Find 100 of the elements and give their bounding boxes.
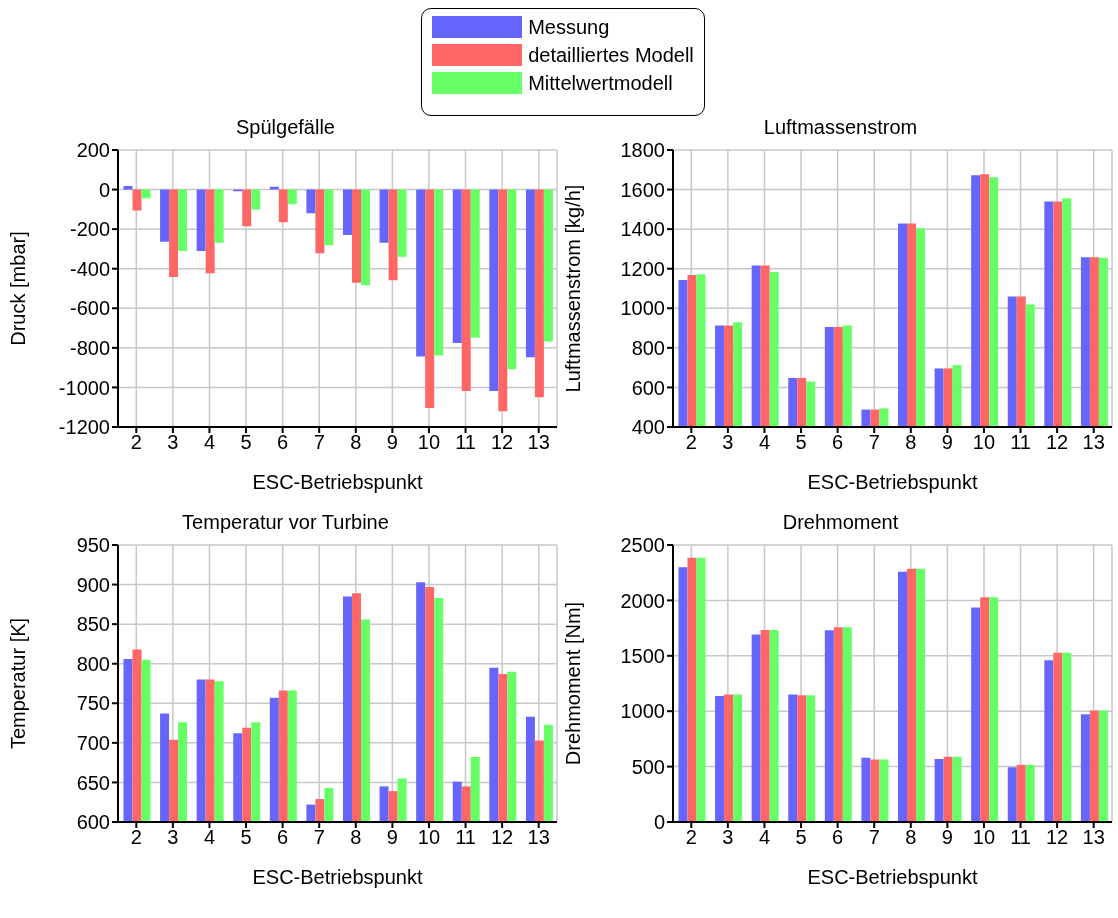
y-axis-title: Temperatur [K] [7,617,30,750]
x-tick-label: 9 [941,826,953,849]
x-tick-label: 11 [455,826,476,849]
x-tick-label: 12 [1046,826,1069,849]
bar [1044,660,1054,822]
x-tick-label: 2 [685,431,697,454]
x-tick-label: 10 [972,826,996,849]
bar [1016,764,1026,822]
bar [943,756,953,822]
y-tick-label: 0 [653,811,665,834]
x-tick-label: 13 [1082,431,1105,454]
x-tick-label: 12 [491,431,514,454]
y-tick-label: 850 [76,613,110,636]
bar [971,607,981,822]
x-tick-label: 11 [455,431,476,454]
x-tick-label: 8 [350,826,362,849]
x-tick-label: 8 [905,826,917,849]
y-tick-label: 1000 [620,297,665,320]
bar [989,597,999,822]
bar [1080,714,1090,822]
chart-title: Luftmassenstrom [763,116,918,138]
x-tick-label: 7 [313,826,325,849]
y-tick-label: 1400 [620,218,665,241]
bar [833,627,843,822]
bar [870,759,880,822]
bar [824,630,834,822]
x-axis-title: ESC-Betriebspunkt [252,471,423,493]
bar [678,567,688,822]
legend-label: Messung [528,15,610,39]
x-tick-label: 4 [203,826,216,849]
x-tick-label: 4 [758,431,771,454]
x-axis-title: ESC-Betriebspunkt [807,866,978,888]
bar [715,695,725,822]
x-tick-label: 12 [491,826,514,849]
x-axis-title: ESC-Betriebspunkt [807,471,978,493]
x-tick-label: 10 [417,826,441,849]
y-tick-label: -1000 [58,376,110,399]
bar [906,568,916,822]
y-tick-label: 500 [631,755,665,778]
legend-label: Mittelwertmodell [528,71,673,95]
x-tick-label: 10 [972,431,996,454]
y-tick-label: -1200 [58,416,110,439]
y-tick-label: 1200 [620,257,665,280]
x-tick-label: 5 [795,431,807,454]
x-tick-label: 11 [1010,826,1031,849]
y-axis-title: Drehmoment [Nm] [562,601,585,766]
bar [696,557,706,822]
bar [788,694,798,822]
x-tick-label: 6 [277,826,289,849]
legend-label: detailliertes Modell [528,43,694,67]
x-tick-label: 7 [868,826,880,849]
x-tick-label: 9 [386,826,398,849]
bar [1053,652,1063,822]
x-tick-label: 5 [240,431,252,454]
y-tick-label: 600 [76,811,110,834]
y-tick-label: 0 [98,178,110,201]
x-tick-label: 11 [1010,431,1031,454]
y-tick-label: 200 [76,139,110,162]
x-tick-label: 12 [1046,431,1069,454]
y-tick-label: 750 [76,692,110,715]
x-tick-label: 9 [386,431,398,454]
x-tick-label: 8 [905,431,917,454]
chart-title: Temperatur vor Turbine [182,511,389,533]
bar [934,758,944,822]
x-tick-label: 8 [350,431,362,454]
chart-title: Spülgefälle [236,116,335,138]
x-tick-label: 2 [130,431,142,454]
bar [769,629,779,822]
bar [1089,710,1099,822]
bar [797,695,807,822]
y-tick-label: 800 [76,652,110,675]
x-tick-label: 13 [527,431,550,454]
x-tick-label: 10 [417,431,441,454]
x-tick-label: 5 [240,826,252,849]
x-tick-label: 5 [795,826,807,849]
y-tick-label: 950 [76,534,110,557]
bar [1098,710,1108,822]
x-tick-label: 4 [758,826,771,849]
x-tick-label: 6 [832,826,844,849]
x-tick-label: 4 [203,431,216,454]
y-tick-label: 600 [631,376,665,399]
bar [733,694,743,822]
bar [861,757,871,822]
y-tick-label: 900 [76,573,110,596]
y-tick-label: 700 [76,731,110,754]
x-tick-label: 3 [722,431,734,454]
x-tick-label: 6 [832,431,844,454]
y-tick-label: 1000 [620,700,665,723]
y-axis-title: Druck [mbar] [7,231,30,346]
y-tick-label: 2500 [620,534,665,557]
x-tick-label: 7 [868,431,880,454]
bar [879,759,889,822]
y-tick-label: -600 [69,297,110,320]
bar [952,756,962,822]
y-tick-label: -200 [69,218,110,241]
bar [806,695,816,822]
bar [687,557,697,822]
y-tick-label: 650 [76,771,110,794]
y-tick-label: -800 [69,336,110,359]
bar [760,629,770,822]
